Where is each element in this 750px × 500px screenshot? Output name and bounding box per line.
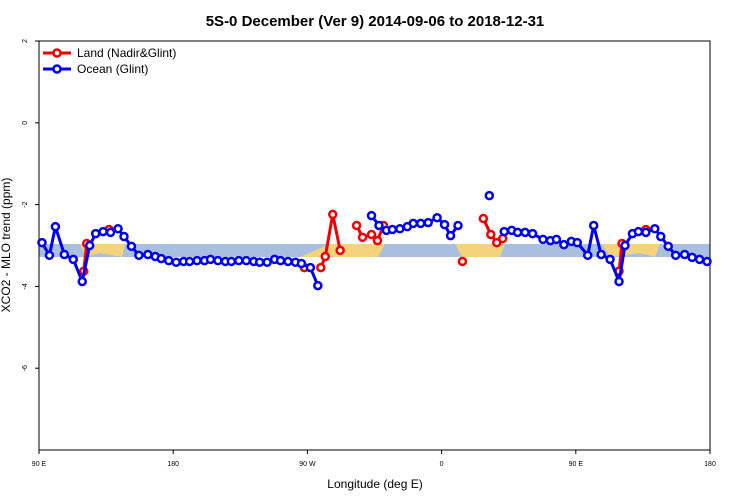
point (205, 254, 216, 265)
point (254, 257, 265, 268)
point (387, 224, 398, 235)
point (650, 223, 660, 234)
point (656, 231, 666, 242)
point (126, 241, 137, 252)
point (59, 249, 70, 260)
point (670, 250, 681, 261)
point (119, 231, 129, 242)
y-axis-label: XCO2 - MLO trend (ppm) (0, 178, 13, 313)
point (192, 255, 202, 266)
legend-label: Land (Nadir&Glint) (77, 46, 176, 60)
point (320, 251, 331, 262)
point (457, 256, 468, 267)
y-tick-label: 0 (22, 121, 29, 125)
x-tick-label: 90 E (569, 461, 584, 468)
point (687, 252, 697, 263)
point (492, 237, 502, 248)
point (663, 241, 673, 252)
point (68, 254, 79, 265)
point (520, 227, 530, 238)
point (605, 254, 615, 265)
point (262, 257, 272, 268)
point (445, 230, 456, 241)
point (351, 220, 362, 231)
point (527, 228, 538, 239)
point (432, 212, 442, 223)
point (113, 223, 123, 234)
point (372, 235, 383, 246)
point (551, 234, 562, 245)
point (37, 237, 47, 248)
point (694, 254, 705, 265)
y-tick-label: -2 (22, 201, 29, 207)
point (105, 227, 116, 238)
point (395, 223, 405, 234)
point (702, 256, 712, 267)
x-tick-label: 90 E (32, 461, 47, 468)
point (641, 227, 651, 238)
y-tick-label: -6 (22, 365, 29, 371)
point (90, 228, 101, 239)
point (478, 213, 489, 224)
x-tick-label: 90 W (299, 461, 316, 468)
point (50, 221, 61, 232)
point (316, 262, 326, 273)
point (98, 226, 108, 237)
point (512, 227, 523, 238)
point (679, 249, 690, 260)
point (327, 209, 338, 220)
point (305, 262, 316, 273)
y-tick-label: 2 (22, 39, 29, 43)
point (588, 220, 599, 231)
x-axis-label: Longitude (deg E) (327, 477, 422, 491)
legend-label: Ocean (Glint) (77, 62, 148, 76)
point (171, 257, 181, 268)
point (163, 255, 174, 266)
point (275, 255, 286, 266)
point (44, 250, 55, 261)
point (596, 249, 606, 260)
point (453, 220, 463, 231)
point (408, 218, 419, 229)
point (366, 229, 377, 240)
point (134, 250, 144, 261)
legend-marker (52, 64, 62, 74)
point (633, 226, 644, 237)
point (234, 255, 244, 266)
chart-title: 5S-0 December (Ver 9) 2014-09-06 to 2018… (206, 13, 545, 30)
point (77, 276, 87, 287)
point (357, 232, 368, 243)
x-tick-label: 180 (167, 461, 179, 468)
point (366, 210, 377, 221)
point (559, 239, 569, 250)
point (439, 219, 450, 230)
point (184, 256, 195, 267)
x-tick-label: 0 (440, 461, 444, 468)
point (156, 253, 167, 264)
point (538, 234, 548, 245)
point (84, 240, 95, 251)
legend-marker (52, 48, 62, 58)
point (484, 190, 495, 201)
point (486, 229, 496, 240)
point (572, 237, 583, 248)
point (582, 250, 593, 261)
point (499, 226, 509, 237)
point (620, 240, 630, 251)
point (423, 217, 433, 228)
point (313, 280, 323, 291)
point (283, 256, 293, 267)
point (296, 258, 307, 269)
x-tick-label: 180 (704, 461, 716, 468)
point (415, 218, 426, 229)
y-tick-label: -4 (22, 283, 29, 289)
point (335, 245, 345, 256)
point (213, 255, 223, 266)
point (614, 276, 624, 287)
point (241, 255, 252, 266)
point (143, 249, 153, 260)
point (226, 256, 237, 267)
point (374, 220, 384, 231)
